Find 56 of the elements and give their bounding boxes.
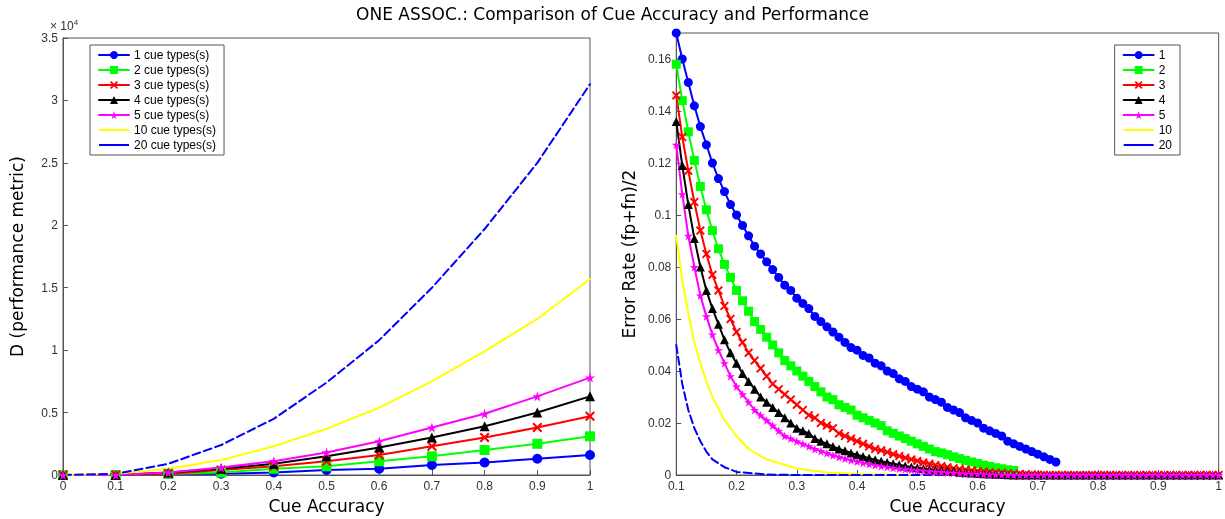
x-tick-label: 0.7 bbox=[1029, 479, 1047, 493]
legend-label: 20 cue types(s) bbox=[134, 138, 217, 152]
x-tick-label: 0.3 bbox=[788, 479, 806, 493]
x-tick-label: 0.8 bbox=[1089, 479, 1107, 493]
y-tick-label: 0.12 bbox=[647, 156, 672, 170]
legend-label: 10 bbox=[1158, 123, 1173, 137]
legend-label: 5 bbox=[1158, 108, 1166, 122]
y-tick-label: 0.5 bbox=[41, 405, 59, 420]
y-tick-label: 0.04 bbox=[647, 364, 672, 378]
legend-label: 1 bbox=[1158, 48, 1166, 62]
x-tick-label: 0.4 bbox=[848, 479, 866, 493]
x-tick-label: 0.2 bbox=[728, 479, 746, 493]
x-axis-title: Cue Accuracy bbox=[889, 495, 1006, 516]
x-tick-label: 0.5 bbox=[318, 479, 336, 493]
y-tick-label: 3.5 bbox=[41, 31, 59, 45]
y-tick-label: 0.08 bbox=[647, 260, 672, 274]
y-axis-title: Error Rate (fp+fn)/2 bbox=[618, 169, 639, 339]
y-tick-label: 0.02 bbox=[647, 416, 672, 430]
x-tick-label: 0.9 bbox=[1150, 479, 1168, 493]
x-tick-label: 0.2 bbox=[160, 479, 178, 493]
x-tick-label: 0.9 bbox=[528, 479, 546, 493]
x-tick-label: 1 bbox=[586, 479, 594, 493]
legend-label: 5 cue types(s) bbox=[134, 108, 210, 122]
x-tick-label: 0.3 bbox=[212, 479, 230, 493]
x-tick-label: 0.1 bbox=[667, 479, 685, 493]
legend-label: 4 cue types(s) bbox=[134, 93, 210, 107]
legend-label: 3 bbox=[1158, 78, 1166, 92]
x-tick-label: 0.7 bbox=[423, 479, 441, 493]
y-tick-label: 3 bbox=[51, 93, 59, 108]
y-tick-label: 1 bbox=[51, 343, 59, 358]
x-tick-label: 0.1 bbox=[107, 479, 125, 493]
y-tick-label: 0.06 bbox=[647, 312, 672, 326]
y-tick-label: 2.5 bbox=[41, 155, 59, 170]
y-tick-label: 1.5 bbox=[41, 280, 59, 295]
x-tick-label: 0.6 bbox=[370, 479, 388, 493]
legend-label: 3 cue types(s) bbox=[134, 78, 210, 92]
legend-label: 20 bbox=[1158, 138, 1173, 152]
legend-label: 1 cue types(s) bbox=[134, 48, 210, 62]
x-tick-label: 1 bbox=[1215, 479, 1223, 493]
chart-title: ONE ASSOC.: Comparison of Cue Accuracy and Performance bbox=[356, 4, 869, 24]
x-tick-label: 0.8 bbox=[476, 479, 494, 493]
legend-label: 4 bbox=[1158, 93, 1166, 107]
x-tick-label: 0.5 bbox=[908, 479, 926, 493]
y-tick-label: 2 bbox=[51, 218, 59, 233]
y-tick-label: 0.1 bbox=[654, 208, 672, 222]
y-axis-title: D (performance metric) bbox=[6, 156, 27, 357]
x-tick-label: 0.6 bbox=[969, 479, 987, 493]
legend-label: 10 cue types(s) bbox=[134, 123, 217, 137]
y-tick-label: 0 bbox=[664, 468, 672, 482]
y-tick-label: 0 bbox=[51, 468, 59, 482]
x-tick-label: 0.4 bbox=[265, 479, 283, 493]
legend-label: 2 cue types(s) bbox=[134, 63, 210, 77]
x-axis-title: Cue Accuracy bbox=[268, 495, 385, 516]
y-tick-label: 0.16 bbox=[647, 52, 672, 66]
legend-label: 2 bbox=[1158, 63, 1166, 77]
y-tick-label: 0.14 bbox=[647, 104, 672, 118]
